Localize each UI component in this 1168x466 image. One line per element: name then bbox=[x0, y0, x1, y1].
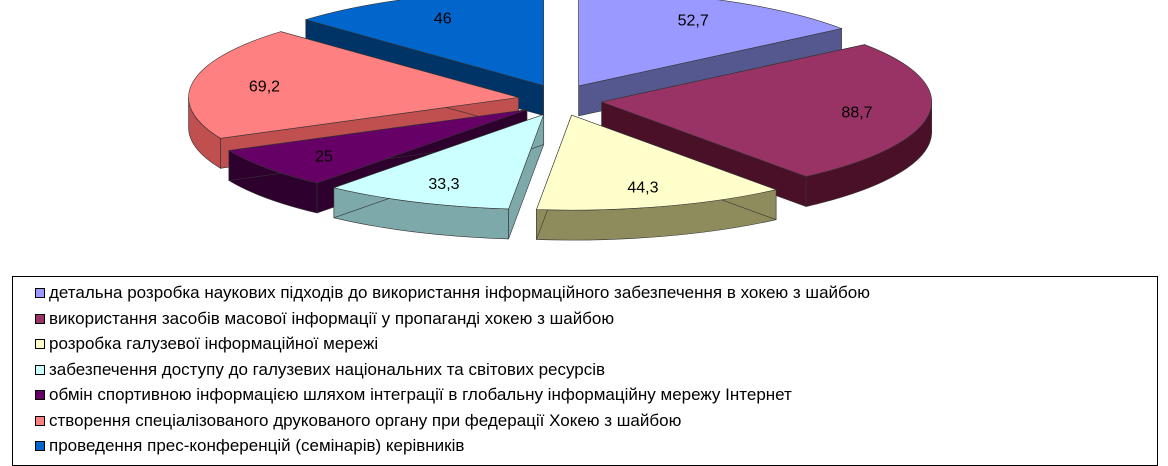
pie-chart: 52,7 88,7 44,3 33,3 25 69,2 46 bbox=[188, 0, 932, 241]
legend-label: проведення прес-конференцій (семінарів) … bbox=[49, 436, 465, 455]
legend-item: обмін спортивною інформацією шляхом інте… bbox=[35, 383, 792, 407]
data-label-6: 69,2 bbox=[249, 79, 280, 96]
pie-slice-top bbox=[332, 113, 545, 210]
legend-item: проведення прес-конференцій (семінарів) … bbox=[35, 434, 464, 458]
pie-slice-top bbox=[536, 114, 778, 211]
legend-swatch bbox=[35, 313, 45, 324]
legend-label: обмін спортивною інформацією шляхом інте… bbox=[49, 385, 792, 404]
legend-item: створення спеціалізованого друкованого о… bbox=[35, 409, 681, 433]
pie-slice-top bbox=[578, 0, 843, 87]
legend-swatch bbox=[35, 339, 45, 349]
chart-legend: детальна розробка наукових підходів до в… bbox=[12, 276, 1158, 466]
pie-slice-3 bbox=[536, 114, 778, 241]
data-label-7: 46 bbox=[434, 10, 452, 27]
pie-slice-2 bbox=[600, 44, 932, 207]
pie-slice-top bbox=[188, 31, 519, 139]
data-label-1: 52,7 bbox=[678, 13, 709, 30]
legend-label: створення спеціалізованого друкованого о… bbox=[49, 410, 682, 430]
legend-item: використання засобів масової інформації … bbox=[35, 307, 614, 331]
pie-slice-top bbox=[228, 109, 527, 184]
pie-slice-4 bbox=[332, 113, 545, 240]
legend-label: використання засобів масової інформації … bbox=[49, 308, 615, 328]
data-label-2: 88,7 bbox=[841, 104, 872, 121]
legend-item: детальна розробка наукових підходів до в… bbox=[35, 281, 870, 305]
pie-slice-top bbox=[600, 44, 932, 177]
legend-item: забезпечення доступу до галузевих націон… bbox=[35, 358, 605, 382]
legend-swatch bbox=[35, 390, 45, 400]
data-label-5: 25 bbox=[315, 148, 333, 165]
legend-item: розробка галузевої інформаційної мережі bbox=[35, 332, 378, 356]
legend-swatch bbox=[35, 288, 45, 298]
pie-slice-top bbox=[304, 0, 544, 86]
legend-swatch bbox=[35, 364, 45, 375]
data-label-4: 33,3 bbox=[428, 176, 459, 193]
legend-swatch bbox=[35, 415, 45, 426]
legend-swatch bbox=[35, 441, 45, 451]
data-label-3: 44,3 bbox=[627, 179, 658, 196]
legend-label: детальна розробка наукових підходів до в… bbox=[49, 283, 870, 302]
legend-label: розробка галузевої інформаційної мережі bbox=[49, 334, 379, 353]
legend-label: забезпечення доступу до галузевих націон… bbox=[49, 359, 606, 379]
